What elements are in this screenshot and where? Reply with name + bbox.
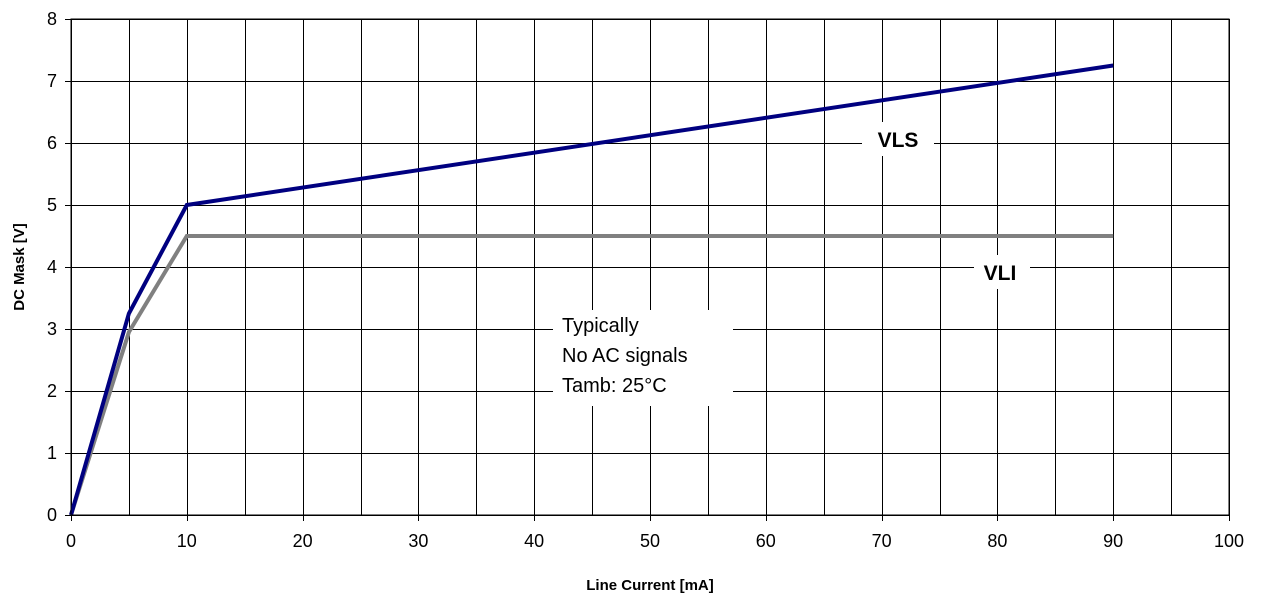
y-axis-title: DC Mask [V] — [11, 223, 28, 311]
note-line-2: No AC signals — [562, 345, 688, 367]
y-tick-label-0: 0 — [47, 505, 57, 525]
y-tick-label-4: 4 — [47, 257, 57, 277]
series-line-vls — [69, 63, 1114, 516]
vls-label-box — [862, 122, 934, 156]
y-tick-label-2: 2 — [47, 381, 57, 401]
grid — [71, 19, 1230, 516]
vli-label: VLI — [984, 262, 1017, 285]
series-line-vli — [69, 234, 1114, 516]
conditions-note-box — [553, 310, 733, 406]
x-tick-label-70: 70 — [872, 531, 892, 551]
series-labels: VLS VLI — [862, 122, 1030, 289]
y-tick-label-6: 6 — [47, 133, 57, 153]
tick-labels: 0 10 20 30 40 50 60 70 80 90 100 0 1 2 3 4 5 6 7 8 — [47, 9, 1244, 551]
x-tick-label-90: 90 — [1103, 531, 1123, 551]
y-tick-label-8: 8 — [47, 9, 57, 29]
x-tick-label-80: 80 — [987, 531, 1007, 551]
x-tick-label-20: 20 — [293, 531, 313, 551]
x-tick-label-100: 100 — [1214, 531, 1244, 551]
note-line-3: Tamb: 25°C — [562, 375, 667, 397]
vli-label-box — [974, 255, 1030, 289]
x-tick-label-60: 60 — [756, 531, 776, 551]
vls-label: VLS — [878, 129, 919, 152]
series-lines — [69, 63, 1114, 516]
y-tick-label-1: 1 — [47, 443, 57, 463]
x-axis-title: Line Current [mA] — [586, 577, 714, 594]
y-tick-label-5: 5 — [47, 195, 57, 215]
y-tick-label-7: 7 — [47, 71, 57, 91]
note-line-1: Typically — [562, 315, 639, 337]
conditions-note: Typically No AC signals Tamb: 25°C — [553, 310, 733, 406]
y-tick-label-3: 3 — [47, 319, 57, 339]
plot-frame — [70, 18, 1230, 516]
x-tick-label-30: 30 — [408, 531, 428, 551]
x-tick-label-10: 10 — [177, 531, 197, 551]
x-tick-label-40: 40 — [524, 531, 544, 551]
x-tick-label-50: 50 — [640, 531, 660, 551]
x-tick-label-0: 0 — [66, 531, 76, 551]
